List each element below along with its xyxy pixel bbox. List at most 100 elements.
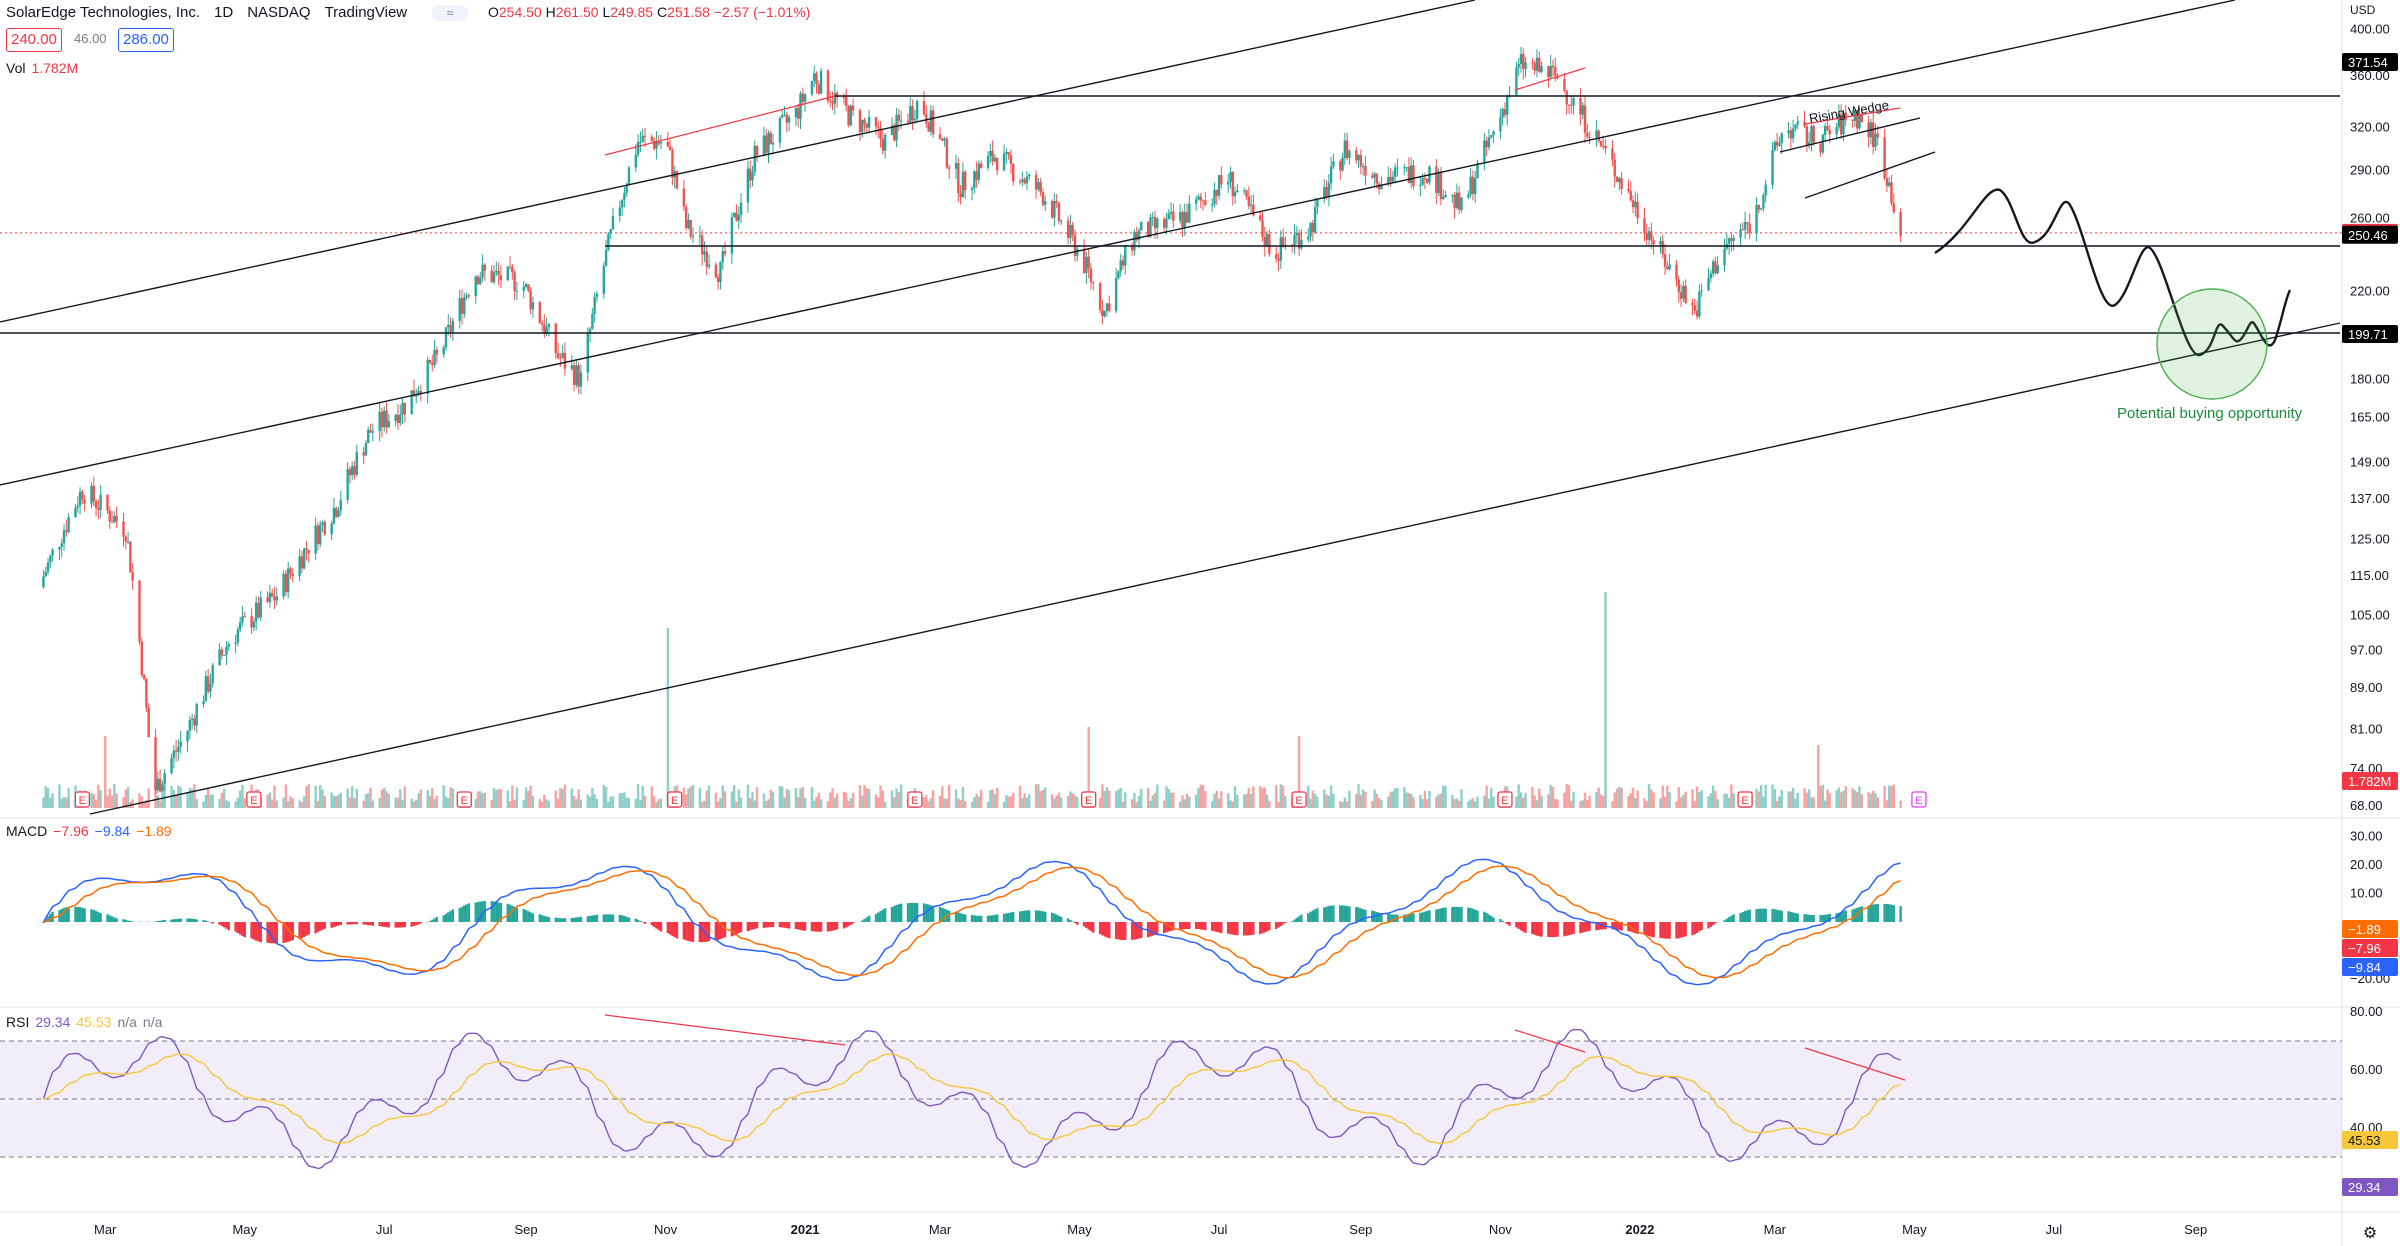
candle-body	[65, 530, 68, 532]
candle-body	[1675, 264, 1678, 280]
macd-histogram-bar	[909, 902, 912, 922]
macd-histogram-bar	[1348, 906, 1351, 922]
volume-bar	[970, 801, 974, 808]
mode-badge[interactable]: ≈	[432, 5, 468, 21]
candle-body	[1057, 202, 1061, 222]
macd-histogram-bar	[1581, 922, 1584, 933]
macd-histogram-bar	[495, 901, 498, 922]
volume-bar	[1309, 798, 1312, 808]
candle-body	[1501, 108, 1504, 118]
volume-legend[interactable]: Vol 1.782M	[6, 60, 78, 76]
macd-histogram-bar	[218, 922, 221, 925]
volume-bar	[996, 787, 999, 808]
candle-body	[524, 284, 528, 287]
volume-bar	[1217, 798, 1221, 808]
symbol-name[interactable]: SolarEdge Technologies, Inc.	[6, 4, 201, 21]
volume-bar	[1156, 784, 1159, 808]
volume-bar	[1835, 790, 1838, 808]
macd-histogram-bar	[739, 922, 743, 933]
volume-bar	[1311, 790, 1315, 808]
time-axis[interactable]: Mar May Jul Sep Nov 2021 Mar May Jul Sep Nov 2022 Ma…	[94, 1222, 2377, 1242]
symbol-header[interactable]: SolarEdge Technologies, Inc. 1D NASDAQ Trad…	[6, 4, 421, 21]
macd-histogram-bar	[559, 918, 562, 922]
volume-bar	[595, 798, 599, 808]
candle-body	[922, 101, 926, 115]
candle-body	[1583, 105, 1587, 133]
rsi-divergence-3	[1804, 1047, 1906, 1081]
candle-body	[1551, 65, 1555, 68]
candle-body	[92, 485, 95, 502]
candle-body	[1586, 132, 1589, 137]
interval[interactable]: 1D	[214, 4, 234, 21]
macd-legend[interactable]: MACD −7.96 −9.84 −1.89	[6, 823, 172, 839]
price-tick: 81.00	[2350, 721, 2383, 736]
volume-bar	[547, 800, 551, 808]
volume-bar	[989, 789, 992, 808]
candle-body	[963, 171, 967, 191]
candle-body	[238, 622, 242, 630]
macd-histogram-bar	[1501, 920, 1504, 922]
macd-histogram-bar	[1693, 922, 1696, 935]
volume-bar	[762, 793, 766, 808]
candle-body	[1277, 258, 1280, 261]
macd-histogram-bar	[716, 922, 720, 940]
macd-histogram-bar	[817, 922, 821, 932]
macd-histogram-bar	[1375, 912, 1379, 922]
macd-histogram-bar	[1492, 917, 1495, 922]
macd-histogram-bar	[1837, 912, 1841, 922]
buy-price-button[interactable]: 286.00	[118, 28, 174, 52]
candle-body	[396, 414, 400, 424]
macd-histogram-bar	[60, 908, 63, 922]
candle-body	[449, 324, 452, 333]
gear-icon[interactable]: ⚙	[2363, 1225, 2377, 1242]
macd-histogram-bar	[513, 906, 516, 922]
candle-body	[1213, 189, 1216, 205]
macd-histogram-bar	[1357, 907, 1360, 922]
candle-body	[911, 106, 914, 121]
candle-body	[1156, 218, 1159, 229]
earnings-marker	[1737, 791, 1753, 808]
volume-bar	[1421, 799, 1424, 808]
candle-body	[1723, 248, 1726, 266]
macd-histogram-bar	[714, 922, 718, 941]
volume-bar	[1387, 796, 1390, 808]
macd-histogram-bar	[735, 922, 738, 935]
volume-bar	[1153, 792, 1157, 808]
macd-histogram-bar	[1828, 913, 1831, 922]
volume-bar	[403, 786, 407, 808]
volume-bar	[895, 788, 898, 808]
macd-histogram-bar	[1137, 922, 1141, 939]
candle-body	[723, 250, 727, 254]
candle-body	[206, 676, 210, 692]
candle-body	[1012, 163, 1015, 182]
volume-bar	[1675, 801, 1678, 808]
macd-histogram-bar	[1821, 914, 1825, 922]
price-axis[interactable]: 68.0074.0081.0089.0097.00105.00115.00125…	[2342, 3, 2398, 1196]
macd-histogram-bar	[42, 922, 45, 923]
macd-histogram-bar	[1425, 910, 1429, 922]
macd-histogram-bar	[1467, 907, 1470, 922]
macd-histogram-bar	[1323, 907, 1326, 922]
candle-body	[1659, 240, 1662, 245]
candle-body	[1151, 217, 1154, 219]
candle-body	[1169, 211, 1173, 214]
candle-body	[625, 185, 628, 193]
macd-histogram-bar	[204, 920, 208, 922]
macd-histogram-bar	[1869, 904, 1873, 922]
macd-histogram-bar	[847, 922, 850, 927]
sell-price-button[interactable]: 240.00	[6, 28, 62, 52]
macd-histogram-bar	[467, 903, 471, 922]
macd-histogram-bar	[579, 916, 583, 922]
macd-histogram-bar	[447, 912, 450, 922]
macd-histogram-bar	[266, 922, 269, 943]
volume-bar	[1883, 786, 1886, 808]
volume-bar	[177, 785, 180, 808]
volume-bar	[106, 795, 109, 808]
rsi-legend[interactable]: RSI 29.34 45.53 n/a n/a	[6, 1014, 162, 1030]
volume-bar	[1643, 798, 1646, 808]
macd-histogram-bar	[380, 922, 384, 927]
candle-body	[714, 264, 718, 278]
candle-body	[435, 349, 439, 355]
